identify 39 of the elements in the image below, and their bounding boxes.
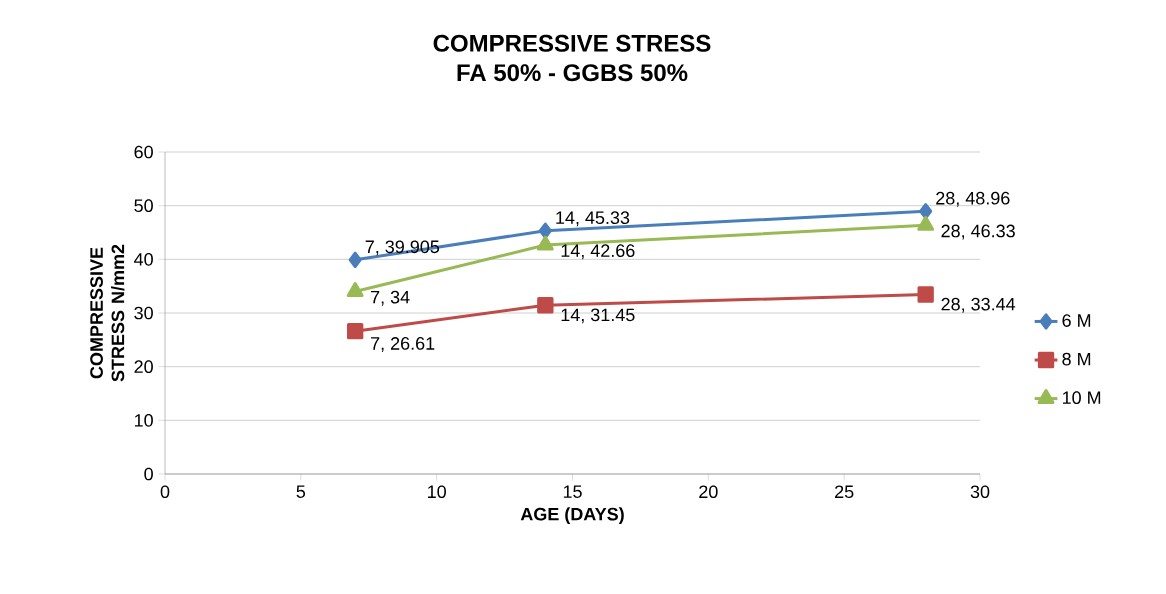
y-tick-label: 10 (134, 413, 153, 427)
point (346, 282, 364, 298)
y-tick-label: 60 (134, 145, 153, 159)
point (347, 323, 364, 340)
x-axis-title: AGE (DAYS) (520, 507, 624, 525)
data-label: 7, 26.61 (371, 337, 435, 352)
point (917, 286, 934, 303)
y-tick-label: 20 (134, 360, 153, 374)
data-label: 28, 48.96 (936, 191, 1010, 207)
x-tick-label: 25 (835, 485, 854, 499)
data-label: 28, 33.44 (941, 297, 1016, 313)
data-label: 7, 39.905 (365, 240, 440, 256)
y-tick-label: 0 (144, 467, 153, 481)
data-label: 28, 46.33 (941, 224, 1015, 240)
point (536, 235, 554, 251)
y-tick-label: 50 (134, 199, 153, 213)
point (537, 297, 554, 314)
legend-label: 10 M (1062, 391, 1101, 405)
legend-label: 8 M (1062, 352, 1091, 366)
point (538, 222, 552, 239)
data-label: 14, 31.45 (561, 308, 635, 324)
data-label: 14, 42.66 (561, 244, 635, 260)
data-label: 7, 34 (371, 290, 410, 306)
y-tick-label: 40 (134, 252, 153, 266)
y-tick-label: 30 (134, 306, 153, 320)
y-axis-title: COMPRESSIVE STRESS N/mm2 (90, 244, 125, 382)
data-label: 14, 45.33 (556, 211, 630, 227)
point (348, 251, 362, 269)
x-tick-label: 15 (563, 485, 582, 498)
point (917, 215, 935, 231)
x-tick-label: 20 (699, 485, 718, 499)
chart-subtitle: FA 50% - GGBS 50% (457, 64, 688, 82)
x-tick-label: 10 (428, 485, 446, 499)
x-tick-label: 30 (970, 485, 990, 499)
point (919, 203, 933, 220)
x-tick-label: 5 (296, 485, 306, 498)
legend-label: 6 M (1062, 314, 1091, 327)
chart-title: COMPRESSIVE STRESS (433, 34, 711, 52)
x-tick-label: 0 (160, 485, 170, 499)
